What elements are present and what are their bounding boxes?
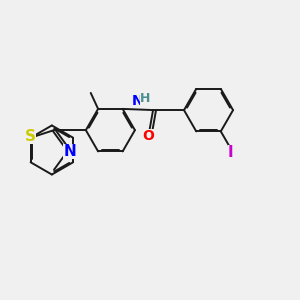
Text: N: N: [63, 145, 76, 160]
Text: S: S: [25, 129, 36, 144]
Text: O: O: [142, 129, 154, 142]
Text: I: I: [228, 145, 233, 160]
Text: N: N: [132, 94, 143, 108]
Text: H: H: [140, 92, 150, 106]
